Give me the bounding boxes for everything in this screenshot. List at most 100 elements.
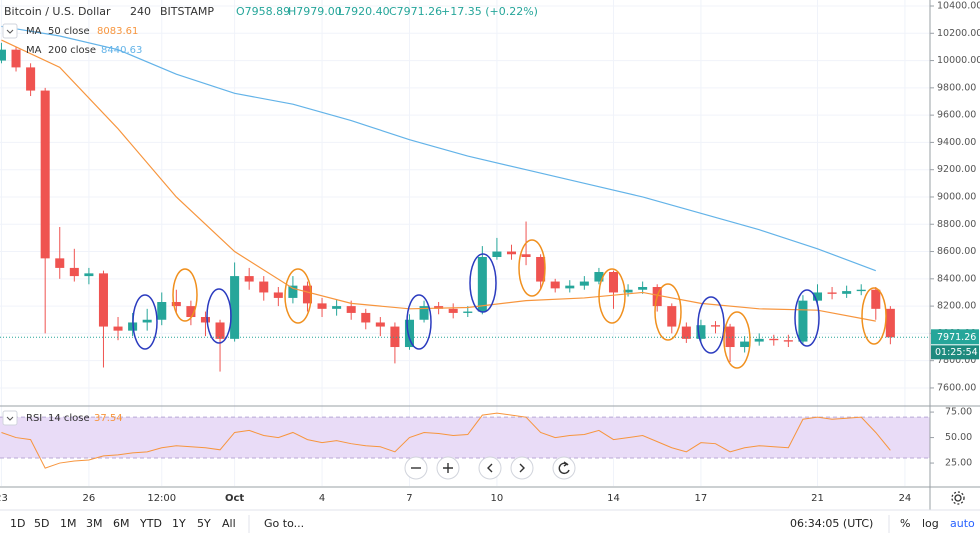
candle-body — [215, 322, 225, 339]
candle-body — [783, 340, 793, 342]
ma-params: 200 close — [48, 45, 96, 56]
x-tick-label: 26 — [83, 493, 96, 504]
range-button[interactable]: 5Y — [197, 517, 211, 530]
symbol-title: Bitcoin / U.S. Dollar — [4, 5, 111, 18]
range-button[interactable]: YTD — [139, 517, 162, 530]
scroll-left[interactable] — [478, 456, 502, 480]
candle-body — [871, 289, 881, 309]
orange-ellipse — [861, 287, 887, 345]
candle-body — [842, 291, 852, 294]
range-button[interactable]: 3M — [86, 517, 103, 530]
left-icon — [487, 463, 493, 473]
candle-body — [696, 325, 706, 339]
x-tick-label: 14 — [607, 493, 620, 504]
candle-body — [579, 281, 589, 286]
candle-body — [11, 49, 21, 68]
candle-body — [302, 285, 312, 304]
candle-body — [856, 289, 866, 292]
y-tick-label: 10400.00 — [937, 1, 980, 12]
range-button[interactable]: 1D — [10, 517, 25, 530]
range-button[interactable]: 1Y — [172, 517, 186, 530]
rsi-band — [0, 417, 930, 458]
nav-icons — [411, 461, 570, 475]
candle-body — [273, 292, 283, 298]
x-tick-label: 21 — [811, 493, 824, 504]
log-toggle[interactable]: log — [922, 517, 939, 530]
y-tick-label: 9000.00 — [937, 191, 976, 202]
candle-body — [536, 256, 546, 282]
y-tick-label: 8400.00 — [937, 273, 976, 284]
candle-body — [521, 254, 531, 257]
rsi-params: 14 close — [48, 413, 90, 424]
range-button[interactable]: 1M — [60, 517, 77, 530]
ma-name: MA — [26, 45, 42, 56]
ohlc-close: C7971.26 — [389, 5, 442, 18]
ma-value: 8440.63 — [101, 45, 142, 56]
percent-toggle[interactable]: % — [900, 517, 910, 530]
scroll-right[interactable] — [510, 456, 534, 480]
candle-body — [506, 251, 517, 255]
candle-body — [492, 251, 502, 257]
exchange: BITSTAMP — [160, 5, 214, 18]
candle-body — [288, 285, 298, 298]
ma-value: 8083.61 — [97, 26, 138, 37]
clock: 06:34:05 (UTC) — [790, 517, 873, 530]
orange-ellipse — [654, 283, 682, 341]
candle-body — [0, 49, 6, 61]
y-tick-label: 8800.00 — [937, 219, 976, 230]
candle-body — [230, 276, 240, 339]
last-price-label: 7971.26 — [937, 332, 976, 343]
plus-icon — [443, 463, 453, 473]
y-tick-label: 9800.00 — [937, 82, 976, 93]
y-tick-label: 9200.00 — [937, 164, 976, 175]
reset-icon — [558, 461, 570, 475]
candle-body — [346, 306, 356, 313]
candle-body — [827, 292, 837, 294]
x-tick-label: 23 — [0, 493, 8, 504]
orange-ellipse — [598, 268, 626, 324]
candle-body — [608, 272, 619, 293]
candle-body — [769, 338, 779, 341]
candle-body — [26, 67, 36, 91]
candle-body — [69, 267, 79, 277]
auto-toggle[interactable]: auto — [950, 517, 975, 530]
ohlc-high: H7979.00 — [288, 5, 342, 18]
right-icon — [519, 463, 525, 473]
orange-ellipse — [172, 268, 198, 322]
orange-ellipse — [284, 268, 312, 324]
interval: 240 — [130, 5, 151, 18]
candle-body — [681, 326, 691, 339]
gear-center — [954, 494, 962, 502]
chevron-icon — [6, 416, 14, 421]
y-tick-label: 50.00 — [945, 432, 972, 443]
goto-button[interactable]: Go to... — [264, 517, 304, 530]
blue-ellipse — [697, 296, 725, 354]
candle-body — [463, 311, 473, 313]
x-tick-label: 17 — [695, 493, 708, 504]
reset[interactable] — [552, 456, 576, 480]
grid — [0, 0, 930, 486]
candle-body — [710, 325, 721, 327]
blue-ellipse — [132, 294, 158, 350]
candle-body — [740, 341, 750, 348]
candle-body — [594, 272, 604, 282]
candle-body — [244, 276, 254, 282]
candle-body — [754, 338, 764, 342]
settings-icon[interactable] — [951, 491, 965, 505]
y-tick-label: 9600.00 — [937, 110, 976, 121]
range-button[interactable]: 6M — [113, 517, 130, 530]
collapse-button[interactable] — [2, 23, 18, 39]
x-tick-label: Oct — [225, 493, 244, 504]
y-tick-label: 9400.00 — [937, 137, 976, 148]
collapse-button[interactable] — [2, 410, 18, 426]
candle-body — [332, 306, 342, 309]
ohlc-open: O7958.89 — [236, 5, 290, 18]
moving-average — [1, 25, 877, 272]
candle-body — [550, 281, 560, 289]
range-button[interactable]: All — [222, 517, 236, 530]
candle-body — [200, 317, 210, 323]
candle-body — [434, 306, 444, 309]
range-button[interactable]: 5D — [34, 517, 49, 530]
ma-name: MA — [26, 26, 42, 37]
